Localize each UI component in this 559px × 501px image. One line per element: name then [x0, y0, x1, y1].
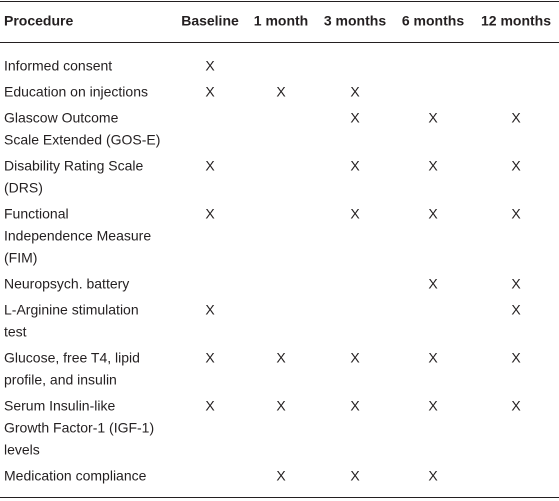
schedule-mark: X	[276, 84, 286, 100]
schedule-mark: X	[276, 468, 286, 484]
procedure-text: Disability Rating Scale	[4, 158, 143, 174]
schedule-mark: X	[428, 276, 438, 292]
schedule-mark: X	[511, 110, 521, 126]
procedure-text: Scale Extended (GOS-E)	[4, 132, 160, 148]
procedure-text: Glucose, free T4, lipid	[4, 350, 140, 366]
schedule-mark: X	[276, 398, 286, 414]
procedure-text: profile, and insulin	[4, 372, 117, 388]
schedule-mark: X	[428, 110, 438, 126]
schedule-mark: X	[350, 84, 360, 100]
procedure-text: Informed consent	[4, 58, 112, 74]
procedure-text: levels	[4, 442, 40, 458]
column-header: 1 month	[254, 13, 308, 29]
schedule-mark: X	[511, 302, 521, 318]
schedule-mark: X	[276, 350, 286, 366]
procedure-text: Functional	[4, 206, 69, 222]
procedure-text: test	[4, 324, 27, 340]
procedure-text: L-Arginine stimulation	[4, 302, 139, 318]
schedule-mark: X	[205, 350, 215, 366]
schedule-mark: X	[428, 206, 438, 222]
schedule-mark: X	[205, 158, 215, 174]
schedule-mark: X	[350, 350, 360, 366]
schedule-mark: X	[205, 84, 215, 100]
schedule-mark: X	[428, 468, 438, 484]
schedule-mark: X	[205, 398, 215, 414]
procedure-text: Serum Insulin-like	[4, 398, 115, 414]
schedule-mark: X	[205, 58, 215, 74]
schedule-mark: X	[205, 206, 215, 222]
schedule-mark: X	[205, 302, 215, 318]
schedule-mark: X	[511, 206, 521, 222]
procedure-text: (DRS)	[4, 180, 43, 196]
schedule-mark: X	[350, 206, 360, 222]
schedule-mark: X	[511, 350, 521, 366]
procedure-text: Glascow Outcome	[4, 110, 119, 126]
schedule-mark: X	[428, 350, 438, 366]
schedule-mark: X	[350, 398, 360, 414]
schedule-mark: X	[350, 158, 360, 174]
schedule-mark: X	[350, 468, 360, 484]
schedule-mark: X	[511, 276, 521, 292]
column-header: Procedure	[4, 13, 73, 29]
schedule-mark: X	[511, 398, 521, 414]
procedure-text: Medication compliance	[4, 468, 147, 484]
schedule-mark: X	[511, 158, 521, 174]
procedure-text: Education on injections	[4, 84, 148, 100]
schedule-mark: X	[350, 110, 360, 126]
procedure-text: (FIM)	[4, 250, 37, 266]
column-header: 12 months	[481, 13, 551, 29]
column-header: Baseline	[181, 13, 239, 29]
column-header: 6 months	[402, 13, 464, 29]
procedure-text: Growth Factor-1 (IGF-1)	[4, 420, 154, 436]
schedule-mark: X	[428, 398, 438, 414]
procedure-text: Independence Measure	[4, 228, 151, 244]
column-header: 3 months	[324, 13, 386, 29]
procedure-text: Neuropsych. battery	[4, 276, 129, 292]
schedule-mark: X	[428, 158, 438, 174]
